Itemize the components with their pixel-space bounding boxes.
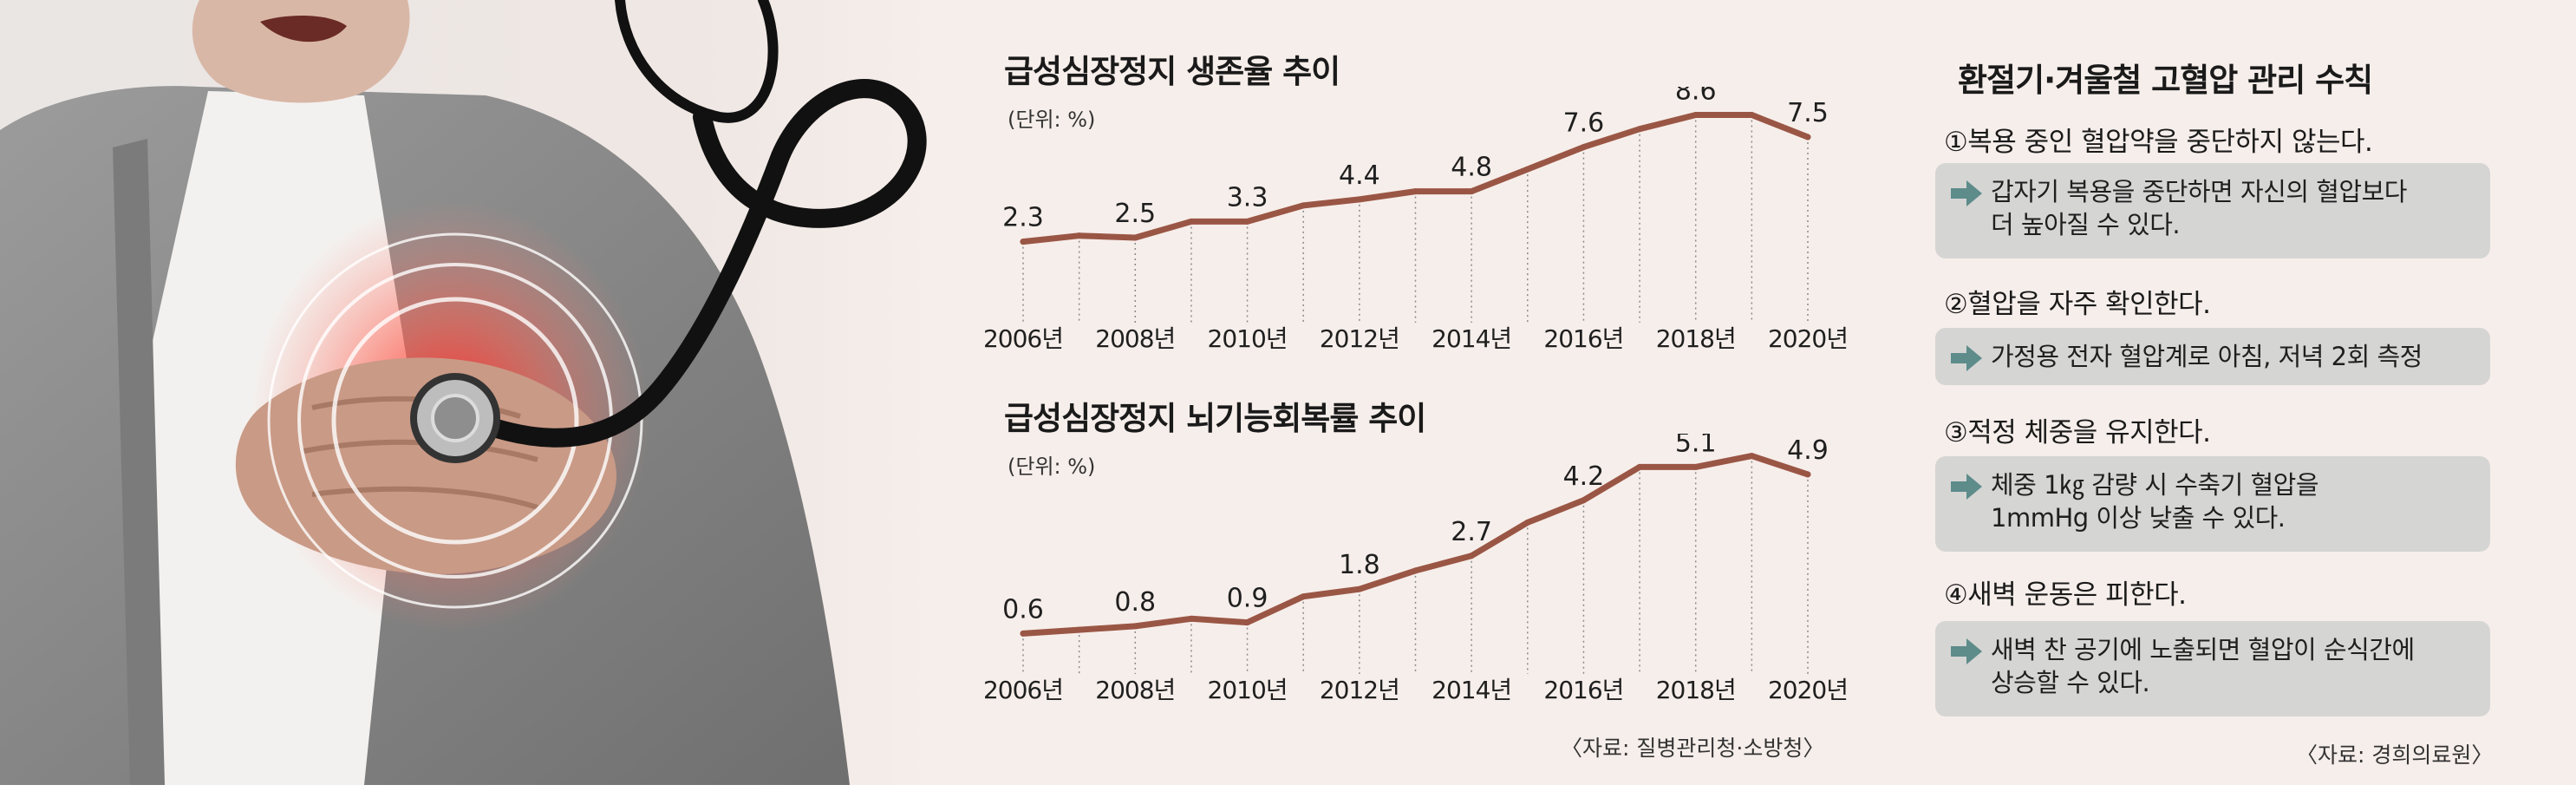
tip-4-line-2: 상승할 수 있다. bbox=[1991, 668, 2150, 697]
stethoscope-icon bbox=[410, 0, 927, 463]
tick-label-2012: 2012년 bbox=[1320, 676, 1399, 704]
data-point-2013 bbox=[1412, 567, 1418, 574]
brain-recovery-chart: 0.6 0.8 0.9 1.8 2.7 4.2 5.1 4.9 2006년 2008년 2010년 2… bbox=[983, 434, 1849, 704]
tick-label-2016: 2016년 bbox=[1543, 324, 1623, 353]
data-label-2020: 7.5 bbox=[1787, 98, 1829, 128]
chart2-unit: (단위: %) bbox=[1008, 455, 1096, 479]
data-label-2016: 7.6 bbox=[1563, 108, 1605, 139]
charts-source: 〈자료: 질병관리청·소방청〉 bbox=[1561, 736, 1825, 761]
data-label-2008: 0.8 bbox=[1114, 587, 1156, 618]
tip-1-line-2: 더 높아질 수 있다. bbox=[1991, 210, 2181, 239]
tick-label-2008: 2008년 bbox=[1095, 676, 1175, 704]
tip-2-box: 가정용 전자 혈압계로 아침, 저녁 2회 측정 bbox=[1935, 328, 2490, 385]
tick-label-2016: 2016년 bbox=[1543, 676, 1623, 704]
pulse-rings bbox=[267, 232, 643, 609]
tip-4-line-1: 새벽 찬 공기에 노출되면 혈압이 순식간에 bbox=[1991, 635, 2415, 664]
arrow-right-icon bbox=[1951, 474, 1982, 500]
data-label-2020: 4.9 bbox=[1787, 435, 1829, 466]
mouth-shape bbox=[260, 16, 347, 43]
data-label-2010: 0.9 bbox=[1227, 584, 1268, 614]
tips-source: 〈자료: 경희의료원〉 bbox=[2296, 742, 2494, 768]
data-point-2015 bbox=[1524, 519, 1531, 526]
tick-label-2006: 2006년 bbox=[983, 676, 1063, 704]
data-point-2010 bbox=[1244, 619, 1251, 626]
tip-3-box: 체중 1㎏ 감량 시 수축기 혈압을 1mmHg 이상 낮출 수 있다. bbox=[1935, 456, 2490, 552]
tick-label-2010: 2010년 bbox=[1208, 324, 1288, 353]
tip-1-head: ①복용 중인 혈압약을 중단하지 않는다. bbox=[1944, 127, 2373, 158]
tick-label-2018: 2018년 bbox=[1656, 676, 1736, 704]
head-shape bbox=[192, 0, 410, 103]
data-point-2013 bbox=[1412, 188, 1418, 195]
data-point-2014 bbox=[1468, 553, 1475, 559]
data-label-2006: 2.3 bbox=[1002, 203, 1044, 233]
tick-label-2014: 2014년 bbox=[1431, 676, 1511, 704]
data-label-2018: 5.1 bbox=[1675, 434, 1717, 458]
tick-label-2014: 2014년 bbox=[1431, 324, 1511, 353]
tick-label-2010: 2010년 bbox=[1208, 676, 1288, 704]
data-point-2018 bbox=[1692, 463, 1699, 470]
data-label-2008: 2.5 bbox=[1114, 199, 1156, 229]
data-point-2012 bbox=[1356, 196, 1363, 203]
data-point-2012 bbox=[1356, 585, 1363, 592]
data-point-2011 bbox=[1300, 202, 1307, 209]
chart1-unit: (단위: %) bbox=[1008, 108, 1096, 132]
data-point-2017 bbox=[1636, 463, 1643, 470]
survival-rate-chart: 2.3 2.5 3.3 4.4 4.8 7.6 8.6 7.5 2006년 2008년 2010년 2… bbox=[983, 87, 1849, 353]
data-label-2010: 3.3 bbox=[1227, 182, 1268, 213]
data-point-2020 bbox=[1804, 471, 1811, 478]
tip-3-line-2: 1mmHg 이상 낮출 수 있다. bbox=[1991, 503, 2286, 533]
chart2-title: 급성심장정지 뇌기능회복률 추이 bbox=[1004, 400, 1426, 437]
data-point-2007 bbox=[1076, 626, 1083, 633]
tip-1-line-1: 갑자기 복용을 중단하면 자신의 혈압보다 bbox=[1991, 177, 2407, 206]
arrow-right-icon bbox=[1951, 345, 1982, 371]
data-label-2014: 4.8 bbox=[1451, 153, 1492, 183]
data-point-2019 bbox=[1748, 453, 1755, 460]
tick-label-2008: 2008년 bbox=[1095, 324, 1175, 353]
data-point-2007 bbox=[1076, 232, 1083, 239]
arrow-right-icon bbox=[1951, 638, 1982, 664]
tip-4-head: ④새벽 운동은 피한다. bbox=[1944, 579, 2187, 611]
tick-label-2020: 2020년 bbox=[1768, 676, 1848, 704]
tip-1-box: 갑자기 복용을 중단하면 자신의 혈압보다 더 높아질 수 있다. bbox=[1935, 163, 2490, 258]
data-point-2019 bbox=[1748, 111, 1755, 118]
data-point-2016 bbox=[1580, 144, 1587, 151]
data-label-2016: 4.2 bbox=[1563, 461, 1605, 492]
data-point-2017 bbox=[1636, 126, 1643, 133]
data-label-2014: 2.7 bbox=[1451, 517, 1492, 547]
data-label-2012: 1.8 bbox=[1339, 550, 1380, 580]
arrow-right-icon bbox=[1951, 180, 1982, 206]
chart1-title: 급성심장정지 생존율 추이 bbox=[1004, 53, 1340, 90]
tips-title: 환절기·겨울철 고혈압 관리 수칙 bbox=[1958, 62, 2373, 99]
tip-3-head: ③적정 체중을 유지한다. bbox=[1944, 417, 2211, 448]
data-point-2008 bbox=[1131, 623, 1138, 630]
data-point-2016 bbox=[1580, 497, 1587, 504]
data-point-2011 bbox=[1300, 593, 1307, 600]
cardigan-edge bbox=[113, 139, 165, 785]
data-point-2015 bbox=[1524, 166, 1531, 173]
data-point-2010 bbox=[1244, 218, 1251, 225]
data-point-2006 bbox=[1020, 239, 1027, 245]
tick-label-2012: 2012년 bbox=[1320, 324, 1399, 353]
tick-label-2020: 2020년 bbox=[1768, 324, 1848, 353]
tip-3-line-1: 체중 1㎏ 감량 시 수축기 혈압을 bbox=[1991, 470, 2319, 500]
tip-4-box: 새벽 찬 공기에 노출되면 혈압이 순식간에 상승할 수 있다. bbox=[1935, 621, 2490, 716]
data-label-2012: 4.4 bbox=[1339, 160, 1380, 191]
data-point-2014 bbox=[1468, 188, 1475, 195]
data-point-2020 bbox=[1804, 134, 1811, 141]
tick-label-2018: 2018년 bbox=[1656, 324, 1736, 353]
data-point-2018 bbox=[1692, 111, 1699, 118]
tick-label-2006: 2006년 bbox=[983, 324, 1063, 353]
data-label-2018: 8.6 bbox=[1675, 87, 1717, 106]
chest-pain-photo bbox=[0, 0, 936, 785]
tip-2-line-1: 가정용 전자 혈압계로 아침, 저녁 2회 측정 bbox=[1991, 342, 2423, 371]
data-label-2006: 0.6 bbox=[1002, 594, 1044, 625]
data-point-2008 bbox=[1131, 234, 1138, 241]
tip-2-head: ②혈압을 자주 확인한다. bbox=[1944, 289, 2211, 320]
data-point-2009 bbox=[1188, 218, 1195, 225]
data-point-2009 bbox=[1188, 615, 1195, 622]
data-point-2006 bbox=[1020, 630, 1027, 637]
